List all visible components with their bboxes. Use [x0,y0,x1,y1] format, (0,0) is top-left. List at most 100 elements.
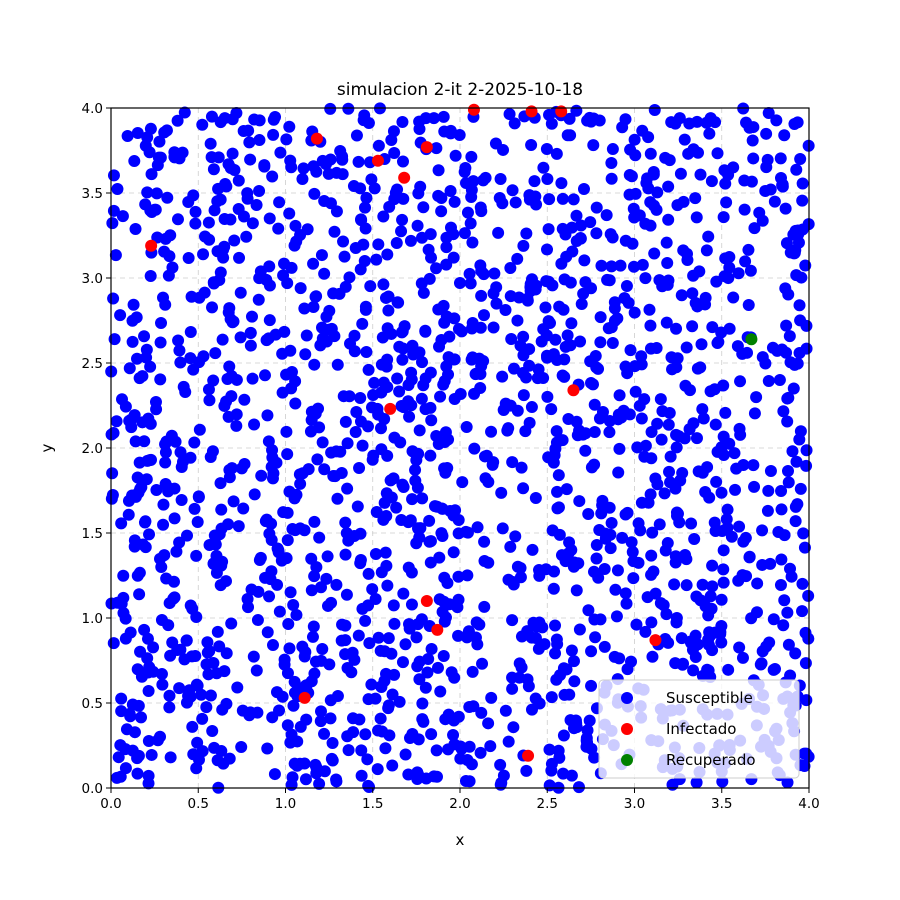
point-susceptible [142,735,155,748]
point-susceptible [423,514,436,527]
point-susceptible [139,541,152,554]
point-susceptible [497,403,510,416]
point-susceptible [415,277,428,290]
point-susceptible [359,300,372,313]
point-susceptible [598,640,611,653]
point-susceptible [791,116,804,129]
point-susceptible [741,346,754,359]
point-susceptible [355,769,368,782]
point-susceptible [680,341,693,354]
point-susceptible [352,629,365,642]
point-susceptible [251,614,264,627]
point-susceptible [277,269,290,282]
point-susceptible [219,575,232,588]
point-susceptible [573,424,586,437]
point-susceptible [452,570,465,583]
point-susceptible [799,657,812,670]
point-susceptible [123,362,136,375]
point-susceptible [555,257,568,270]
point-susceptible [511,560,524,573]
point-susceptible [133,456,146,469]
point-susceptible [412,733,425,746]
point-susceptible [798,759,811,772]
point-susceptible [577,183,590,196]
point-susceptible [486,458,499,471]
point-susceptible [171,114,184,127]
point-susceptible [549,619,562,632]
point-susceptible [608,314,621,327]
point-susceptible [598,563,611,576]
point-susceptible [756,645,769,658]
point-susceptible [794,425,807,438]
point-susceptible [128,155,141,168]
point-susceptible [762,484,775,497]
point-susceptible [448,195,461,208]
point-susceptible [195,688,208,701]
point-susceptible [606,143,619,156]
point-susceptible [324,712,337,725]
point-susceptible [410,631,423,644]
point-susceptible [160,435,173,448]
point-susceptible [574,219,587,232]
point-susceptible [111,183,124,196]
point-susceptible [623,168,636,181]
point-susceptible [378,496,391,509]
point-susceptible [786,445,799,458]
point-susceptible [461,569,474,582]
point-susceptible [390,236,403,249]
point-susceptible [216,703,229,716]
point-susceptible [187,748,200,761]
point-susceptible [207,374,220,387]
point-susceptible [506,456,519,469]
point-susceptible [321,599,334,612]
point-susceptible [474,746,487,759]
point-susceptible [144,417,157,430]
point-susceptible [776,179,789,192]
point-susceptible [487,287,500,300]
point-susceptible [360,345,373,358]
point-susceptible [389,186,402,199]
point-susceptible [798,541,811,554]
point-susceptible [186,720,199,733]
point-susceptible [363,780,376,793]
point-susceptible [781,776,794,789]
point-susceptible [234,286,247,299]
point-susceptible [514,571,527,584]
point-susceptible [800,747,813,760]
point-susceptible [583,714,596,727]
point-susceptible [339,648,352,661]
point-susceptible [661,257,674,270]
point-susceptible [615,411,628,424]
point-susceptible [764,183,777,196]
point-susceptible [175,493,188,506]
point-susceptible [690,590,703,603]
point-susceptible [304,425,317,438]
point-susceptible [155,668,168,681]
point-susceptible [572,781,585,794]
point-susceptible [745,175,758,188]
point-susceptible [646,526,659,539]
point-susceptible [650,342,663,355]
point-susceptible [200,658,213,671]
point-susceptible [594,336,607,349]
point-susceptible [551,485,564,498]
point-susceptible [711,445,724,458]
point-susceptible [579,444,592,457]
point-susceptible [235,740,248,753]
point-susceptible [360,191,373,204]
point-susceptible [415,392,428,405]
point-susceptible [733,520,746,533]
point-susceptible [496,370,509,383]
point-susceptible [479,472,492,485]
point-susceptible [800,319,813,332]
point-susceptible [504,540,517,553]
point-susceptible [263,212,276,225]
point-susceptible [385,647,398,660]
point-susceptible [525,703,538,716]
point-susceptible [342,744,355,757]
point-susceptible [203,539,216,552]
point-susceptible [567,193,580,206]
point-susceptible [388,617,401,630]
point-susceptible [643,303,656,316]
